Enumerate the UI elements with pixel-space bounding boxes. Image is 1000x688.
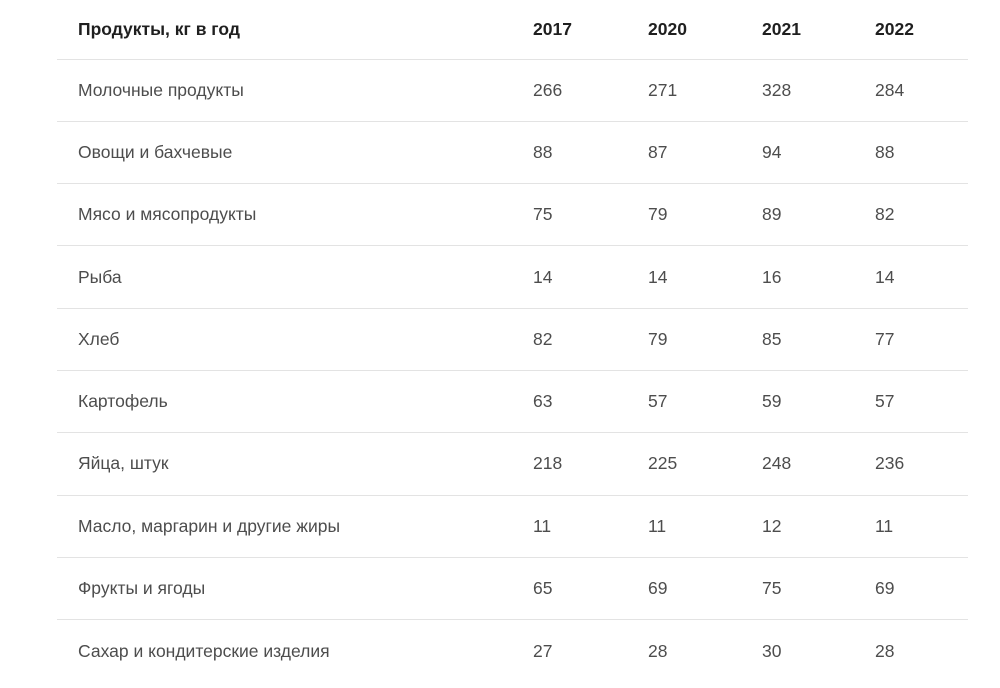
table-row: Молочные продукты 266 271 328 284 bbox=[57, 59, 968, 122]
product-cell: Сахар и кондитерские изделия bbox=[78, 640, 330, 661]
product-cell: Яйца, штук bbox=[57, 432, 533, 496]
table-row: Мясо и мясопродукты 75 79 89 82 bbox=[57, 183, 968, 247]
table-row: Овощи и бахчевые 88 87 94 88 bbox=[57, 121, 968, 185]
value-cell: 218 bbox=[533, 432, 648, 496]
value-cell: 77 bbox=[875, 308, 968, 371]
value-cell: 82 bbox=[533, 308, 648, 371]
value-cell: 14 bbox=[648, 245, 762, 309]
table-row: Фрукты и ягоды 65 69 75 69 bbox=[57, 557, 968, 621]
value-cell: 328 bbox=[762, 59, 875, 122]
table-row: Сахар и кондитерские изделия 27 28 30 28 bbox=[57, 620, 968, 682]
value-cell: 11 bbox=[533, 495, 648, 558]
value-cell: 88 bbox=[533, 121, 648, 185]
product-cell: Рыба bbox=[57, 245, 533, 309]
value-cell: 89 bbox=[762, 183, 875, 247]
table-row: Картофель 63 57 59 57 bbox=[57, 370, 968, 434]
table-row: Масло, маргарин и другие жиры 11 11 12 1… bbox=[57, 495, 968, 558]
value-cell: 65 bbox=[533, 557, 648, 621]
value-cell: 57 bbox=[875, 370, 968, 434]
value-cell: 225 bbox=[648, 432, 762, 496]
value-cell: 30 bbox=[762, 640, 782, 661]
value-cell: 59 bbox=[762, 370, 875, 434]
value-cell: 69 bbox=[875, 557, 968, 621]
product-cell: Масло, маргарин и другие жиры bbox=[57, 495, 533, 558]
value-cell: 271 bbox=[648, 59, 762, 122]
product-cell: Молочные продукты bbox=[57, 59, 533, 122]
table-row: Яйца, штук 218 225 248 236 bbox=[57, 432, 968, 496]
value-cell: 82 bbox=[875, 183, 968, 247]
value-cell: 75 bbox=[533, 183, 648, 247]
value-cell: 88 bbox=[875, 121, 968, 185]
value-cell: 94 bbox=[762, 121, 875, 185]
value-cell: 284 bbox=[875, 59, 968, 122]
product-cell: Фрукты и ягоды bbox=[57, 557, 533, 621]
value-cell: 266 bbox=[533, 59, 648, 122]
table-row: Хлеб 82 79 85 77 bbox=[57, 308, 968, 371]
product-cell: Овощи и бахчевые bbox=[57, 121, 533, 185]
value-cell: 69 bbox=[648, 557, 762, 621]
product-cell: Хлеб bbox=[57, 308, 533, 371]
column-header-year-2022: 2022 bbox=[875, 0, 968, 60]
consumption-table-container: Продукты, кг в год 2017 2020 2021 2022 М… bbox=[57, 0, 968, 682]
table-body: Молочные продукты 266 271 328 284 Овощи … bbox=[57, 59, 968, 682]
value-cell: 14 bbox=[875, 245, 968, 309]
value-cell: 79 bbox=[648, 183, 762, 247]
value-cell: 63 bbox=[533, 370, 648, 434]
value-cell: 14 bbox=[533, 245, 648, 309]
value-cell: 11 bbox=[875, 495, 968, 558]
value-cell: 79 bbox=[648, 308, 762, 371]
value-cell: 75 bbox=[762, 557, 875, 621]
table-header: Продукты, кг в год 2017 2020 2021 2022 bbox=[57, 0, 968, 60]
value-cell: 28 bbox=[875, 640, 895, 661]
consumption-table: Продукты, кг в год 2017 2020 2021 2022 М… bbox=[57, 0, 968, 682]
value-cell: 248 bbox=[762, 432, 875, 496]
value-cell: 28 bbox=[648, 640, 668, 661]
value-cell: 57 bbox=[648, 370, 762, 434]
value-cell: 11 bbox=[648, 495, 762, 558]
column-header-products: Продукты, кг в год bbox=[57, 0, 533, 60]
value-cell: 236 bbox=[875, 432, 968, 496]
value-cell: 27 bbox=[533, 640, 553, 661]
column-header-year-2021: 2021 bbox=[762, 0, 875, 60]
table-header-row: Продукты, кг в год 2017 2020 2021 2022 bbox=[57, 0, 968, 60]
column-header-year-2017: 2017 bbox=[533, 0, 648, 60]
value-cell: 87 bbox=[648, 121, 762, 185]
value-cell: 85 bbox=[762, 308, 875, 371]
product-cell: Картофель bbox=[57, 370, 533, 434]
column-header-year-2020: 2020 bbox=[648, 0, 762, 60]
value-cell: 12 bbox=[762, 495, 875, 558]
table-row: Рыба 14 14 16 14 bbox=[57, 245, 968, 309]
value-cell: 16 bbox=[762, 245, 875, 309]
product-cell: Мясо и мясопродукты bbox=[57, 183, 533, 247]
